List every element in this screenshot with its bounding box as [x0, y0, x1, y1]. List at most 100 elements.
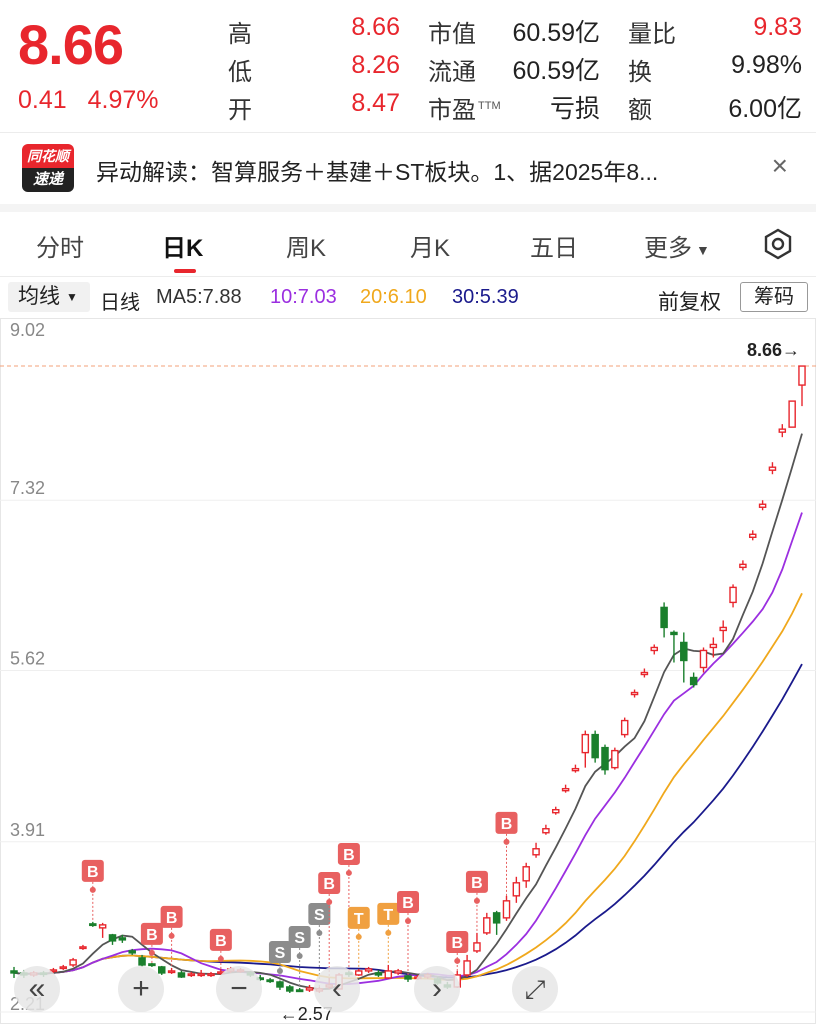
candle-up [69, 959, 77, 966]
trade-marker-label: B [451, 935, 463, 952]
candle-up [729, 586, 737, 604]
marker-dot [473, 897, 480, 904]
stat-low-label: 低 [228, 59, 252, 86]
candle-up [788, 400, 796, 428]
candle-up [187, 973, 196, 977]
indicator-selector[interactable]: 均线 ▼ [8, 282, 90, 312]
stat-pe-label-text: 市盈 [428, 97, 476, 124]
chips-button[interactable]: 筹码 [740, 282, 808, 312]
tab-monthly-k[interactable]: 月K [410, 235, 451, 262]
marker-dot [148, 949, 155, 956]
candle-up [364, 968, 373, 972]
candle-up [640, 671, 649, 676]
candle-up [719, 626, 727, 632]
jump-start-button[interactable]: « [14, 966, 60, 1012]
ma30-value: 30:5.39 [452, 286, 519, 308]
trade-marker-b [495, 811, 518, 834]
candle-up [512, 882, 521, 897]
fullscreen-button[interactable]: ⤢ [512, 966, 558, 1012]
candle-down [138, 957, 146, 966]
candle-up [522, 866, 530, 882]
stat-float-label: 流通 [428, 59, 476, 86]
trade-marker-t [347, 906, 370, 929]
stat-amount-value: 6.00亿 [728, 95, 802, 123]
trade-marker-b [397, 890, 419, 913]
candle-up [463, 960, 471, 976]
trade-marker-b [140, 922, 163, 945]
zoom-in-button[interactable]: + [118, 966, 164, 1012]
candle-down [680, 641, 688, 662]
tab-weekly-k[interactable]: 周K [286, 235, 327, 262]
marker-dot [355, 933, 362, 940]
candle-down [492, 912, 501, 924]
quote-header: 8.66 0.41 4.97% 高 8.66 低 8.26 开 8.47 市值 … [0, 0, 816, 132]
candle-up [354, 970, 363, 976]
candle-up [630, 691, 639, 696]
change-percent: 4.97% [87, 86, 159, 114]
candle-down [89, 923, 97, 927]
settings-hexagon-icon[interactable] [760, 226, 796, 262]
stat-amount-label: 额 [628, 97, 652, 124]
candle-up [699, 649, 708, 669]
marker-dot [454, 957, 461, 964]
candle-down [118, 937, 127, 941]
trade-marker-label: B [87, 864, 99, 881]
trade-marker-label: S [294, 930, 305, 947]
trade-marker-label: B [215, 933, 227, 950]
candle-down [10, 970, 18, 974]
trade-marker-s [308, 902, 331, 925]
candle-up [581, 733, 590, 754]
marker-dot [345, 869, 352, 876]
stat-turnover-label: 换 [628, 59, 652, 86]
marker-dot [326, 898, 333, 905]
candle-up [748, 533, 757, 539]
close-icon[interactable]: × [771, 150, 788, 181]
candle-up [167, 970, 176, 974]
ma-legend-row: 均线 ▼ 日线 MA5:7.88 10:7.03 20:6.10 30:5.39 … [0, 280, 816, 316]
last-price-label: 8.66→ [747, 340, 800, 360]
zoom-out-button[interactable]: − [216, 966, 262, 1012]
stat-volratio-value: 9.83 [753, 13, 802, 41]
candle-up [611, 749, 619, 769]
candle-up [79, 946, 87, 950]
scroll-left-button[interactable]: ‹ [314, 966, 360, 1012]
trade-marker-label: S [314, 907, 325, 924]
trade-marker-label: B [501, 816, 513, 833]
scroll-right-button[interactable]: › [414, 966, 460, 1012]
candle-up [59, 966, 68, 970]
news-text[interactable]: 异动解读：智算服务＋基建＋ST板块。1、据2025年8... [96, 159, 659, 185]
kline-svg[interactable]: 9.027.325.623.912.218.66→BBBBSSSBBTTBBBB… [0, 318, 816, 1024]
candle-down [374, 972, 383, 976]
y-tick-label: 5.62 [10, 648, 45, 668]
trade-marker-s [268, 940, 291, 963]
candle-up [768, 466, 777, 471]
candle-up [551, 809, 560, 814]
adjust-mode[interactable]: 前复权 [658, 291, 721, 314]
tab-five-day[interactable]: 五日 [530, 235, 578, 262]
candle-up [778, 428, 787, 433]
candle-down [404, 975, 412, 980]
ma20-value: 20:6.10 [360, 286, 427, 308]
candle-up [758, 503, 767, 508]
stat-mktcap-value: 60.59亿 [512, 19, 600, 47]
trade-marker-label: T [354, 911, 364, 928]
change-amount: 0.41 [18, 86, 67, 114]
trade-marker-label: B [166, 910, 178, 927]
candle-down [689, 676, 698, 686]
news-banner[interactable]: 同花顺 速递 异动解读：智算服务＋基建＋ST板块。1、据2025年8... × [0, 134, 816, 202]
candle-down [591, 733, 599, 759]
marker-dot [296, 952, 303, 959]
trade-marker-b [446, 930, 469, 953]
tab-intraday[interactable]: 分时 [36, 235, 84, 262]
tab-daily-k[interactable]: 日K [162, 235, 204, 262]
candle-up [561, 787, 570, 792]
price-change: 0.41 4.97% [18, 86, 173, 115]
trade-marker-label: S [275, 945, 286, 962]
candle-down [601, 746, 609, 771]
candle-down [266, 979, 274, 983]
tab-more[interactable]: 更多 ▼ [644, 228, 710, 263]
candle-up [98, 924, 107, 929]
trade-marker-label: T [383, 907, 393, 924]
kline-chart[interactable]: 9.027.325.623.912.218.66→BBBBSSSBBTTBBBB… [0, 318, 816, 1024]
candle-up [197, 973, 205, 977]
